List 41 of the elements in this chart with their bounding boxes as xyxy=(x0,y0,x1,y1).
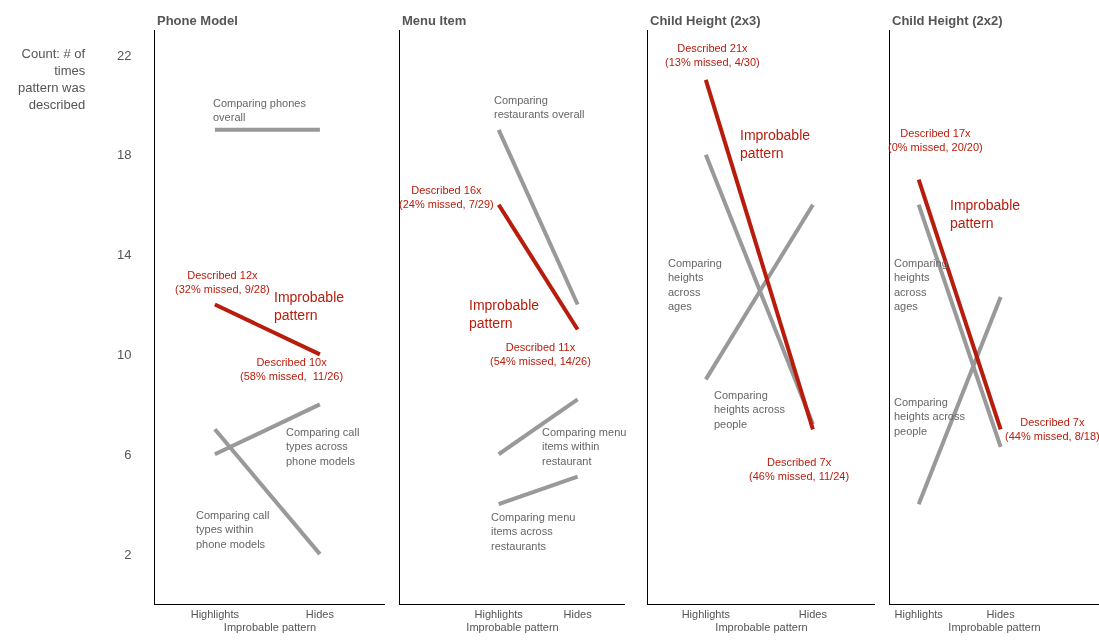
data-label: Described 21x (13% missed, 4/30) xyxy=(665,42,760,69)
series-label: Comparing call types across phone models xyxy=(286,426,360,467)
x-tick-label: Hides xyxy=(798,608,828,621)
y-tick-label: 6 xyxy=(124,446,132,462)
data-label: Described 7x (46% missed, 11/24) xyxy=(749,456,850,483)
x-tick-label: Hides xyxy=(305,608,335,621)
y-tick-label: 18 xyxy=(116,147,132,163)
x-tick-label: Highlights xyxy=(681,608,731,621)
chart-title: Child Height (2x2) xyxy=(892,13,1003,28)
x-axis-title: Improbable pattern xyxy=(223,621,317,634)
series-label: Comparing phones overall xyxy=(213,97,307,124)
x-tick-label: Highlights xyxy=(474,608,524,621)
y-tick-label: 10 xyxy=(116,346,132,362)
series-label: Improbable pattern xyxy=(469,297,540,332)
series-label: Comparing restaurants overall xyxy=(494,94,585,121)
data-label: Described 7x (44% missed, 8/18) xyxy=(1005,416,1099,443)
series-label: Improbable pattern xyxy=(274,289,345,324)
y-tick-label: 14 xyxy=(116,247,132,263)
x-tick-label: Highlights xyxy=(190,608,240,621)
chart-title: Menu Item xyxy=(402,13,467,28)
x-tick-label: Hides xyxy=(563,608,593,621)
series-label: Comparing heights across people xyxy=(714,389,786,430)
data-label: Described 12x (32% missed, 9/28) xyxy=(175,269,270,296)
y-tick-label: 22 xyxy=(116,47,132,63)
x-tick-label: Highlights xyxy=(894,608,944,621)
data-label: Described 11x (54% missed, 14/26) xyxy=(490,341,591,368)
x-axis-title: Improbable pattern xyxy=(715,621,808,634)
x-axis-title: Improbable pattern xyxy=(466,621,559,634)
y-tick-label: 2 xyxy=(124,546,132,562)
chart-title: Phone Model xyxy=(157,13,238,28)
text: Comparing heights across ages xyxy=(668,257,722,312)
chart-title: Child Height (2x3) xyxy=(650,13,761,28)
series-label: Comparing menu items within restaurant xyxy=(542,426,627,467)
x-tick-label: Hides xyxy=(986,608,1016,621)
series-label: Comparing call types within phone models xyxy=(196,509,270,550)
y-axis-title: Count: # of times pattern was described xyxy=(18,46,86,112)
x-axis-title: Improbable pattern xyxy=(948,621,1041,634)
series-label: Improbable pattern xyxy=(950,197,1021,232)
series-label: Comparing menu items across restaurants xyxy=(491,511,576,552)
data-label: Described 10x (58% missed, 11/26) xyxy=(240,356,344,383)
series-label: Improbable pattern xyxy=(740,127,811,162)
